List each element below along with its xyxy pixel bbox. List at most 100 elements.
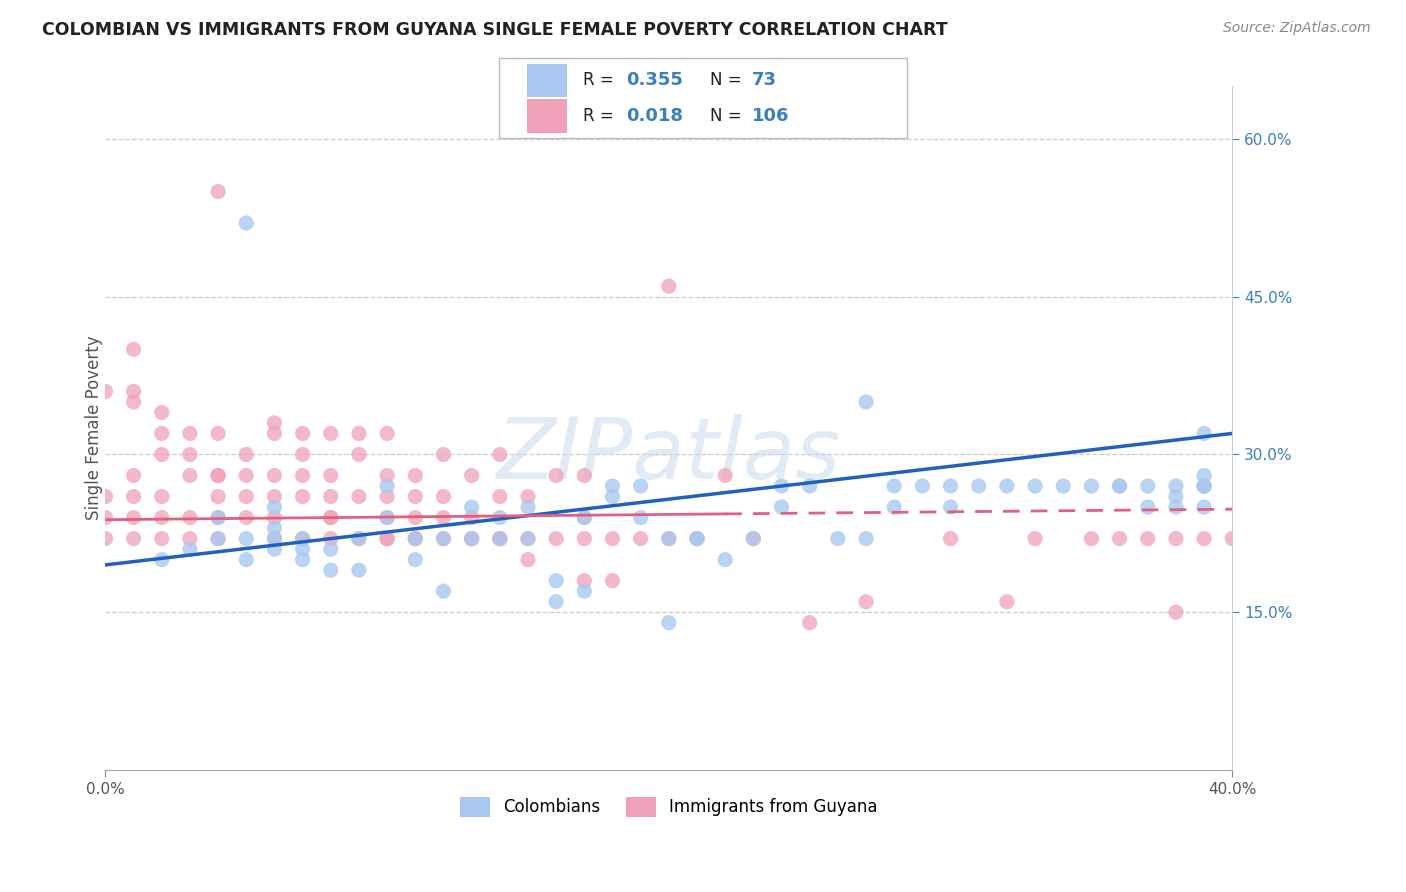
- Point: [770, 500, 793, 514]
- Point: [1080, 532, 1102, 546]
- Point: [404, 552, 426, 566]
- Point: [263, 490, 285, 504]
- Point: [207, 532, 229, 546]
- Point: [122, 510, 145, 524]
- Point: [319, 426, 342, 441]
- Point: [488, 510, 510, 524]
- Point: [995, 595, 1018, 609]
- Point: [235, 510, 257, 524]
- Point: [404, 490, 426, 504]
- Point: [207, 468, 229, 483]
- Point: [432, 532, 454, 546]
- Text: R =: R =: [583, 107, 620, 125]
- Point: [517, 552, 540, 566]
- Point: [602, 479, 624, 493]
- Point: [263, 521, 285, 535]
- Point: [602, 532, 624, 546]
- Point: [517, 532, 540, 546]
- Point: [235, 447, 257, 461]
- Point: [347, 532, 370, 546]
- Point: [291, 542, 314, 557]
- Point: [517, 490, 540, 504]
- Point: [714, 552, 737, 566]
- Point: [94, 532, 117, 546]
- Point: [291, 468, 314, 483]
- Point: [319, 490, 342, 504]
- Y-axis label: Single Female Poverty: Single Female Poverty: [86, 336, 103, 521]
- Point: [404, 532, 426, 546]
- Point: [263, 500, 285, 514]
- Point: [939, 500, 962, 514]
- Point: [714, 468, 737, 483]
- Point: [1192, 500, 1215, 514]
- Point: [432, 532, 454, 546]
- Point: [319, 510, 342, 524]
- Point: [207, 185, 229, 199]
- Point: [347, 447, 370, 461]
- Point: [1192, 532, 1215, 546]
- Point: [658, 279, 681, 293]
- Point: [1136, 500, 1159, 514]
- Point: [460, 532, 482, 546]
- Point: [235, 490, 257, 504]
- Point: [263, 532, 285, 546]
- Point: [375, 510, 398, 524]
- Point: [432, 447, 454, 461]
- Point: [263, 416, 285, 430]
- Point: [799, 615, 821, 630]
- Point: [855, 532, 877, 546]
- Point: [939, 532, 962, 546]
- Point: [375, 490, 398, 504]
- Point: [1220, 532, 1243, 546]
- Point: [150, 552, 173, 566]
- Point: [460, 532, 482, 546]
- Point: [319, 510, 342, 524]
- Point: [574, 584, 596, 599]
- Point: [319, 532, 342, 546]
- Point: [207, 532, 229, 546]
- Text: N =: N =: [710, 107, 747, 125]
- Point: [630, 510, 652, 524]
- Point: [347, 563, 370, 577]
- Point: [488, 532, 510, 546]
- Point: [742, 532, 765, 546]
- Point: [460, 510, 482, 524]
- Point: [179, 542, 201, 557]
- Text: ZIPatlas: ZIPatlas: [496, 414, 841, 497]
- Point: [883, 500, 905, 514]
- Point: [263, 510, 285, 524]
- Point: [574, 468, 596, 483]
- Point: [122, 384, 145, 399]
- Point: [1192, 468, 1215, 483]
- Point: [375, 532, 398, 546]
- Point: [546, 468, 568, 483]
- Point: [1108, 479, 1130, 493]
- Text: 106: 106: [752, 107, 790, 125]
- Point: [263, 532, 285, 546]
- Point: [488, 490, 510, 504]
- Point: [375, 532, 398, 546]
- Point: [574, 510, 596, 524]
- Point: [686, 532, 709, 546]
- Point: [122, 468, 145, 483]
- Point: [207, 490, 229, 504]
- Point: [1192, 426, 1215, 441]
- Point: [207, 510, 229, 524]
- Point: [460, 500, 482, 514]
- Point: [855, 395, 877, 409]
- Point: [1136, 532, 1159, 546]
- Point: [319, 563, 342, 577]
- Point: [235, 216, 257, 230]
- Point: [94, 510, 117, 524]
- Point: [1080, 479, 1102, 493]
- Point: [1024, 479, 1046, 493]
- Point: [235, 552, 257, 566]
- Point: [630, 532, 652, 546]
- Point: [179, 510, 201, 524]
- Point: [263, 426, 285, 441]
- Point: [1164, 532, 1187, 546]
- Point: [630, 479, 652, 493]
- Point: [546, 595, 568, 609]
- Point: [347, 532, 370, 546]
- Legend: Colombians, Immigrants from Guyana: Colombians, Immigrants from Guyana: [454, 790, 884, 823]
